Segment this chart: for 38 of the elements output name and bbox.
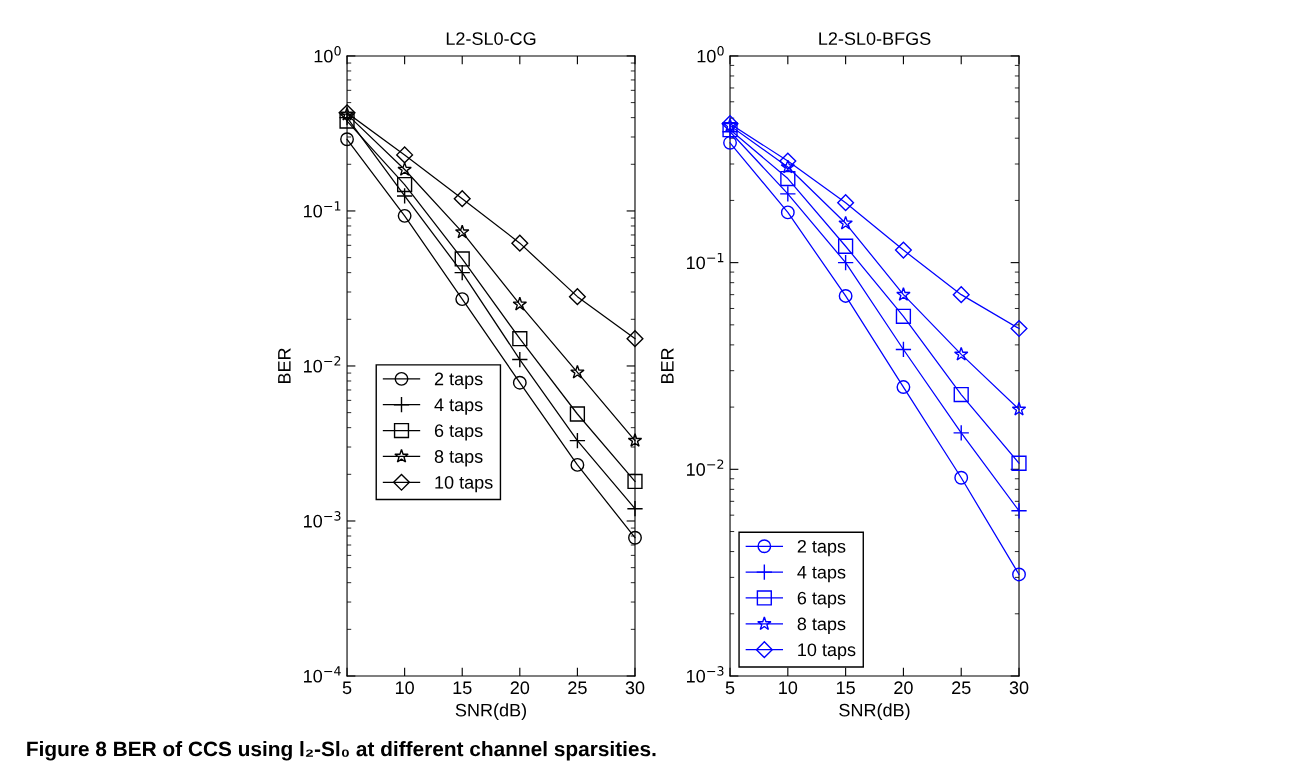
legend-label: 8 taps bbox=[434, 450, 483, 467]
y-tick-label: 10$^{−3}$ bbox=[687, 666, 724, 683]
y-axis-title: BER bbox=[661, 348, 674, 384]
x-tick-label: 25 bbox=[568, 681, 587, 695]
x-tick-label: 10 bbox=[779, 681, 798, 695]
x-tick-label: 20 bbox=[510, 681, 530, 695]
x-tick-label: 30 bbox=[1009, 681, 1029, 695]
caption: Figure 8 BER of CCS using l₂-Sl₀ at different channel sparsities. bbox=[27, 741, 656, 761]
chart-title: L2-SL0-BFGS bbox=[819, 32, 931, 45]
x-tick-label: 20 bbox=[894, 681, 913, 695]
x-tick-label: 10 bbox=[395, 681, 414, 695]
x-tick-label: 25 bbox=[952, 681, 971, 695]
legend-label: 2 taps bbox=[797, 539, 846, 557]
legend-label: 6 taps bbox=[434, 424, 483, 441]
x-tick-label: 30 bbox=[625, 681, 645, 695]
y-tick-label: 10$^{−4}$ bbox=[304, 666, 341, 683]
x-tick-label: 15 bbox=[453, 681, 472, 695]
legend-label: 8 taps bbox=[797, 617, 846, 634]
legend-label: 2 taps bbox=[434, 372, 483, 389]
x-axis-title: SNR(dB) bbox=[455, 703, 527, 721]
y-tick-label: 10$^{−2}$ bbox=[687, 459, 724, 476]
legend-label: 6 taps bbox=[797, 591, 846, 609]
legend-label: 10 taps bbox=[435, 475, 493, 493]
y-tick-label: 10$^{−1}$ bbox=[304, 201, 341, 218]
y-tick-label: 10$^{−1}$ bbox=[687, 252, 724, 270]
y-tick-label: 10$^{−3}$ bbox=[304, 511, 341, 528]
legend-label: 4 taps bbox=[797, 566, 846, 583]
x-tick-label: 15 bbox=[836, 681, 855, 695]
y-tick-label: 10$^{−2}$ bbox=[304, 356, 341, 373]
legend-label: 10 taps bbox=[798, 643, 856, 660]
x-axis-title: SNR(dB) bbox=[839, 703, 910, 721]
x-tick-label: 5 bbox=[342, 681, 352, 695]
y-tick-label: 10$^{0}$ bbox=[697, 46, 724, 63]
chart-title: L2-SL0-CG bbox=[446, 32, 536, 45]
y-tick-label: 10$^{0}$ bbox=[314, 46, 341, 63]
legend-label: 4 taps bbox=[434, 398, 483, 415]
y-axis-title: BER bbox=[278, 348, 291, 384]
x-tick-label: 5 bbox=[725, 681, 735, 695]
